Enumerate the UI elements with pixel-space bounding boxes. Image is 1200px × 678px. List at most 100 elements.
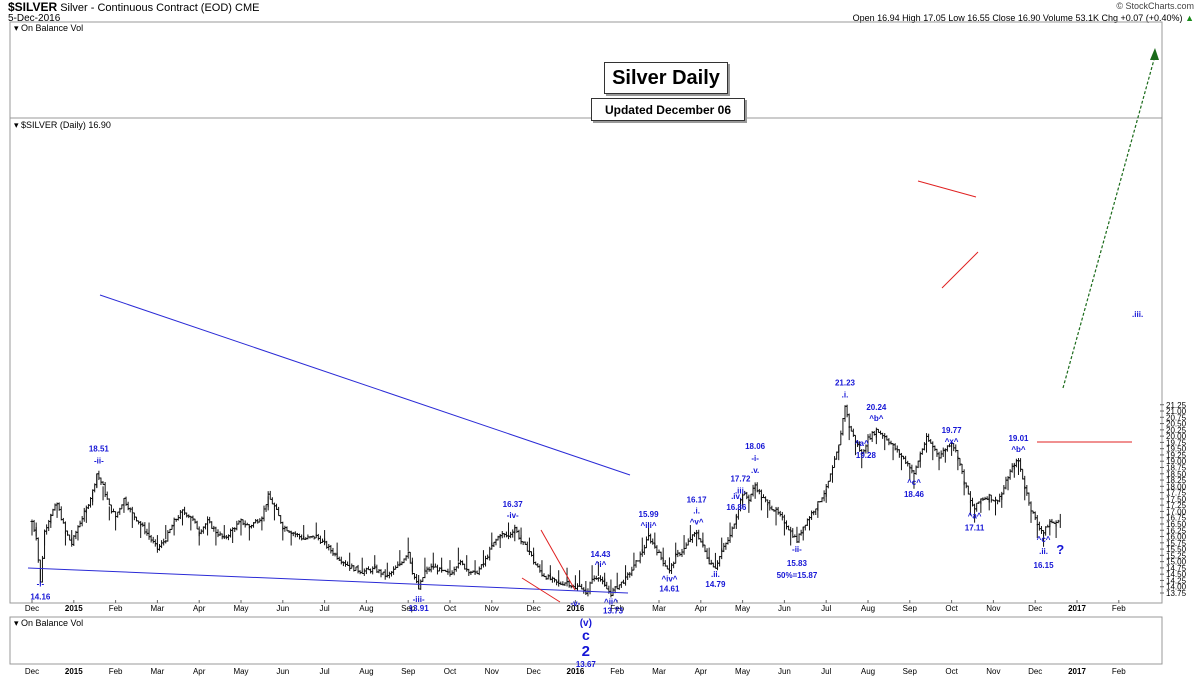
x-tick-label: Jul [821,667,831,676]
red-wedge-line-2 [521,577,561,603]
updated-label: Updated December 06 [604,102,732,117]
wave-label: 16.37 [503,500,524,509]
lower-channel-line [27,567,629,594]
wave-label: .v. [751,466,759,475]
x-tick-label: Jun [276,604,289,613]
x-tick-label: Apr [695,604,708,613]
x-tick-label: Dec [25,604,39,613]
x-tick-label: 2016 [567,667,585,676]
wave-label: 17.11 [965,524,985,533]
x-tick-label: Oct [945,604,958,613]
top-indicator-label: ▾ On Balance Vol [14,23,83,33]
x-tick-label: Feb [109,604,123,613]
x-tick-label: Jun [778,667,791,676]
wave-degree-label: (v) [580,618,592,629]
x-tick-label: Mar [151,604,165,613]
projection-arrow [1062,55,1156,389]
x-tick-label: Dec [1028,667,1042,676]
symbol-description: Silver - Continuous Contract (EOD) [60,2,232,14]
wave-label: 17.72 [730,474,751,483]
y-tick-label: 21.25 [1166,401,1187,410]
wave-label: 50%=15.87 [777,571,818,580]
x-tick-label: Sep [401,604,416,613]
x-tick-label: Oct [444,604,457,613]
wave-label: 21.23 [835,378,856,387]
x-tick-label: Sep [401,667,416,676]
y-tick-label: 20.75 [1166,413,1187,422]
wave-degree-label: 13.67 [576,660,597,669]
price-panel [9,117,1163,604]
wave-label: 19.28 [856,451,877,460]
wave-label: 13.73 [603,607,624,616]
y-tick-label: 18.50 [1166,470,1187,479]
exchange: CME [235,2,260,14]
y-tick-label: 17.75 [1166,489,1187,498]
x-tick-label: Feb [1112,667,1126,676]
y-tick-label: 15.00 [1166,558,1187,567]
x-tick-label: Dec [526,667,540,676]
x-tick-label: Dec [1028,604,1042,613]
upper-channel-line [99,294,631,476]
y-tick-label: 19.75 [1166,438,1187,447]
wave-label: -iii- [413,595,425,604]
x-tick-label: Mar [652,604,666,613]
wave-label: ^a^ [968,512,982,521]
wave-label: 14.16 [30,593,51,602]
x-tick-label: 2015 [65,604,83,613]
x-tick-label: Nov [986,667,1000,676]
wave-label: ^c^ [907,478,921,487]
wave-label: ^i^ [595,560,607,569]
x-tick-label: Nov [485,604,499,613]
projection-arrowhead-icon [1150,48,1159,60]
x-tick-label: Aug [359,667,373,676]
wave-label: 18.51 [89,445,110,454]
y-tick-label: 16.00 [1166,533,1187,542]
chart-title: Silver Daily [612,66,720,89]
x-tick-label: Sep [903,667,918,676]
x-tick-label: Oct [945,667,958,676]
y-tick-label: 14.75 [1166,564,1187,573]
wave-label: 20.24 [866,403,887,412]
x-tick-label: Dec [526,604,540,613]
x-tick-label: Nov [986,604,1000,613]
wave-label: ^b^ [869,414,884,423]
wave-label: .ii. [711,570,720,579]
wave-label: -ii- [94,457,104,466]
triangle-top-line [917,180,977,198]
wave-label: 14.43 [590,550,611,559]
wave-label: ^iii^ [641,521,657,530]
x-tick-label: Apr [193,604,206,613]
wave-labels: -i- 14.16 18.51 -ii- -iii-13.91 16.37 -iv- 14.4… [30,310,1143,669]
x-tick-label: Jun [778,604,791,613]
y-tick-label: 20.00 [1166,432,1187,441]
bottom-indicator-label: ▾ On Balance Vol [14,618,83,628]
x-tick-label: Aug [861,667,875,676]
x-tick-label: May [233,604,248,613]
wave-label: ^a^ [855,439,869,448]
y-tick-label: 14.25 [1166,576,1187,585]
x-tick-label: Feb [610,667,624,676]
wave-label: ^c^ [1037,535,1051,544]
y-tick-label: 20.50 [1166,420,1187,429]
wave-label: ^b^ [1011,445,1026,454]
wave-label: 16.86 [726,503,747,512]
wave-label: .iv. [731,492,742,501]
y-tick-label: 19.50 [1166,445,1187,454]
x-tick-label: 2015 [65,667,83,676]
x-tick-label: Aug [861,604,875,613]
x-tick-label: Feb [610,604,624,613]
wave-label: ? [1056,542,1064,557]
x-tick-label: Oct [444,667,457,676]
wave-label: .ii. [1039,547,1048,556]
x-tick-label: 2017 [1068,667,1086,676]
x-tick-label: Dec [25,667,39,676]
x-tick-label: 2016 [567,604,585,613]
updated-box: Updated December 06 [591,98,745,121]
y-axis: 13.7514.0014.2514.5014.7515.0015.2515.50… [1160,401,1187,598]
y-tick-label: 14.50 [1166,570,1187,579]
triangle-bottom-line [941,251,979,289]
x-axis: Dec Dec 2015 2015 Feb Feb Mar Mar Apr Apr May May Ju… [25,600,1126,676]
ohlc-readout: Open 16.94 High 17.05 Low 16.55 Close 16… [852,13,1194,23]
chart-header: $SILVER Silver - Continuous Contract (EO… [8,1,259,14]
wave-label: -i- [751,454,759,463]
